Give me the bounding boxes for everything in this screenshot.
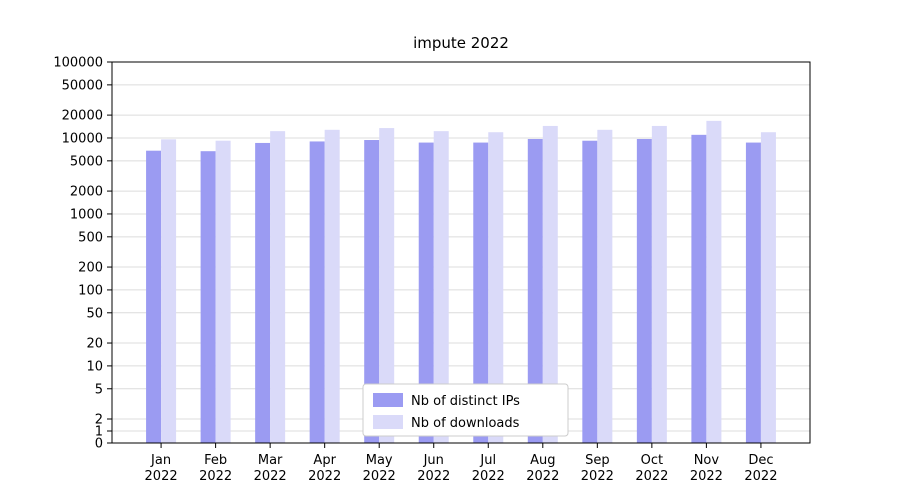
y-tick-label: 1 — [95, 425, 103, 440]
y-tick-label: 2 — [95, 413, 103, 428]
y-tick-label: 200 — [78, 261, 103, 276]
x-tick-label-month: Nov — [694, 453, 720, 468]
y-tick-label: 10000 — [62, 131, 103, 146]
y-tick-label: 50 — [86, 306, 103, 321]
series-downloads — [161, 120, 776, 444]
x-tick-label-month: Aug — [530, 453, 555, 468]
bar — [161, 139, 177, 443]
x-tick-label-month: Jan — [150, 453, 171, 468]
bar — [760, 132, 776, 443]
y-tick-label: 100000 — [53, 56, 103, 71]
y-tick-label: 10 — [86, 359, 103, 374]
plot-border — [111, 61, 811, 444]
bar — [636, 138, 652, 443]
y-tick-label: 0 — [95, 437, 103, 452]
x-tick-label-year: 2022 — [417, 469, 450, 484]
bar — [651, 125, 667, 443]
x-tick-label-month: Feb — [204, 453, 227, 468]
legend-swatch — [373, 393, 403, 407]
chart-title: impute 2022 — [413, 34, 509, 52]
x-tick-label-month: May — [366, 453, 393, 468]
x-tick-label-month: Oct — [641, 453, 663, 468]
bar — [473, 142, 489, 443]
x-tick-label-year: 2022 — [472, 469, 505, 484]
y-tick-label: 100 — [78, 283, 103, 298]
bar — [488, 132, 504, 443]
x-tick-label-month: Mar — [258, 453, 283, 468]
y-tick-label: 500 — [78, 230, 103, 245]
bar — [706, 120, 722, 443]
x-tick-label-year: 2022 — [308, 469, 341, 484]
legend-label: Nb of distinct IPs — [411, 394, 520, 409]
x-tick-label-year: 2022 — [363, 469, 396, 484]
legend-label: Nb of downloads — [411, 416, 520, 431]
bar — [324, 129, 340, 443]
x-tick-label-month: Sep — [585, 453, 610, 468]
y-tick-label: 1000 — [70, 207, 103, 222]
bar — [597, 129, 613, 443]
bar — [745, 142, 761, 443]
bar — [200, 151, 216, 443]
bar — [309, 141, 325, 443]
y-tick-label: 5000 — [70, 154, 103, 169]
bar — [527, 138, 543, 443]
x-tick-label-year: 2022 — [581, 469, 614, 484]
x-tick-label-year: 2022 — [199, 469, 232, 484]
x-tick-label-year: 2022 — [526, 469, 559, 484]
bar — [433, 131, 449, 444]
bar — [379, 128, 395, 443]
x-tick-label-month: Jun — [423, 453, 444, 468]
legend-box — [362, 383, 569, 437]
x-tick-label-year: 2022 — [690, 469, 723, 484]
y-tick-label: 50000 — [62, 78, 103, 93]
legend: Nb of distinct IPs Nb of downloads — [362, 383, 569, 437]
y-axis: 012 5 10 20 50 100 200 500 1000 2000 5000 10000 2000… — [53, 56, 112, 452]
x-tick-label-year: 2022 — [254, 469, 287, 484]
x-tick-label-year: 2022 — [744, 469, 777, 484]
x-tick-label-month: Jul — [479, 453, 496, 468]
bar — [691, 134, 707, 443]
bar — [255, 142, 271, 444]
y-tick-label: 5 — [95, 382, 103, 397]
bar — [215, 140, 231, 443]
bar — [270, 131, 286, 444]
series-distinct-ips — [146, 134, 761, 444]
y-tick-label: 2000 — [70, 185, 103, 200]
bar — [582, 140, 598, 443]
bar — [542, 125, 558, 443]
x-tick-label-month: Apr — [313, 453, 336, 468]
y-tick-label: 20 — [86, 337, 103, 352]
bar — [146, 150, 162, 443]
x-tick-label-month: Dec — [748, 453, 773, 468]
bar — [364, 140, 380, 443]
legend-swatch — [373, 415, 403, 429]
y-tick-label: 20000 — [62, 109, 103, 124]
x-tick-label-year: 2022 — [145, 469, 178, 484]
x-tick-label-year: 2022 — [635, 469, 668, 484]
x-axis: Jan2022Feb2022Mar2022Apr2022May2022Jun20… — [145, 443, 777, 484]
bar — [418, 142, 434, 443]
